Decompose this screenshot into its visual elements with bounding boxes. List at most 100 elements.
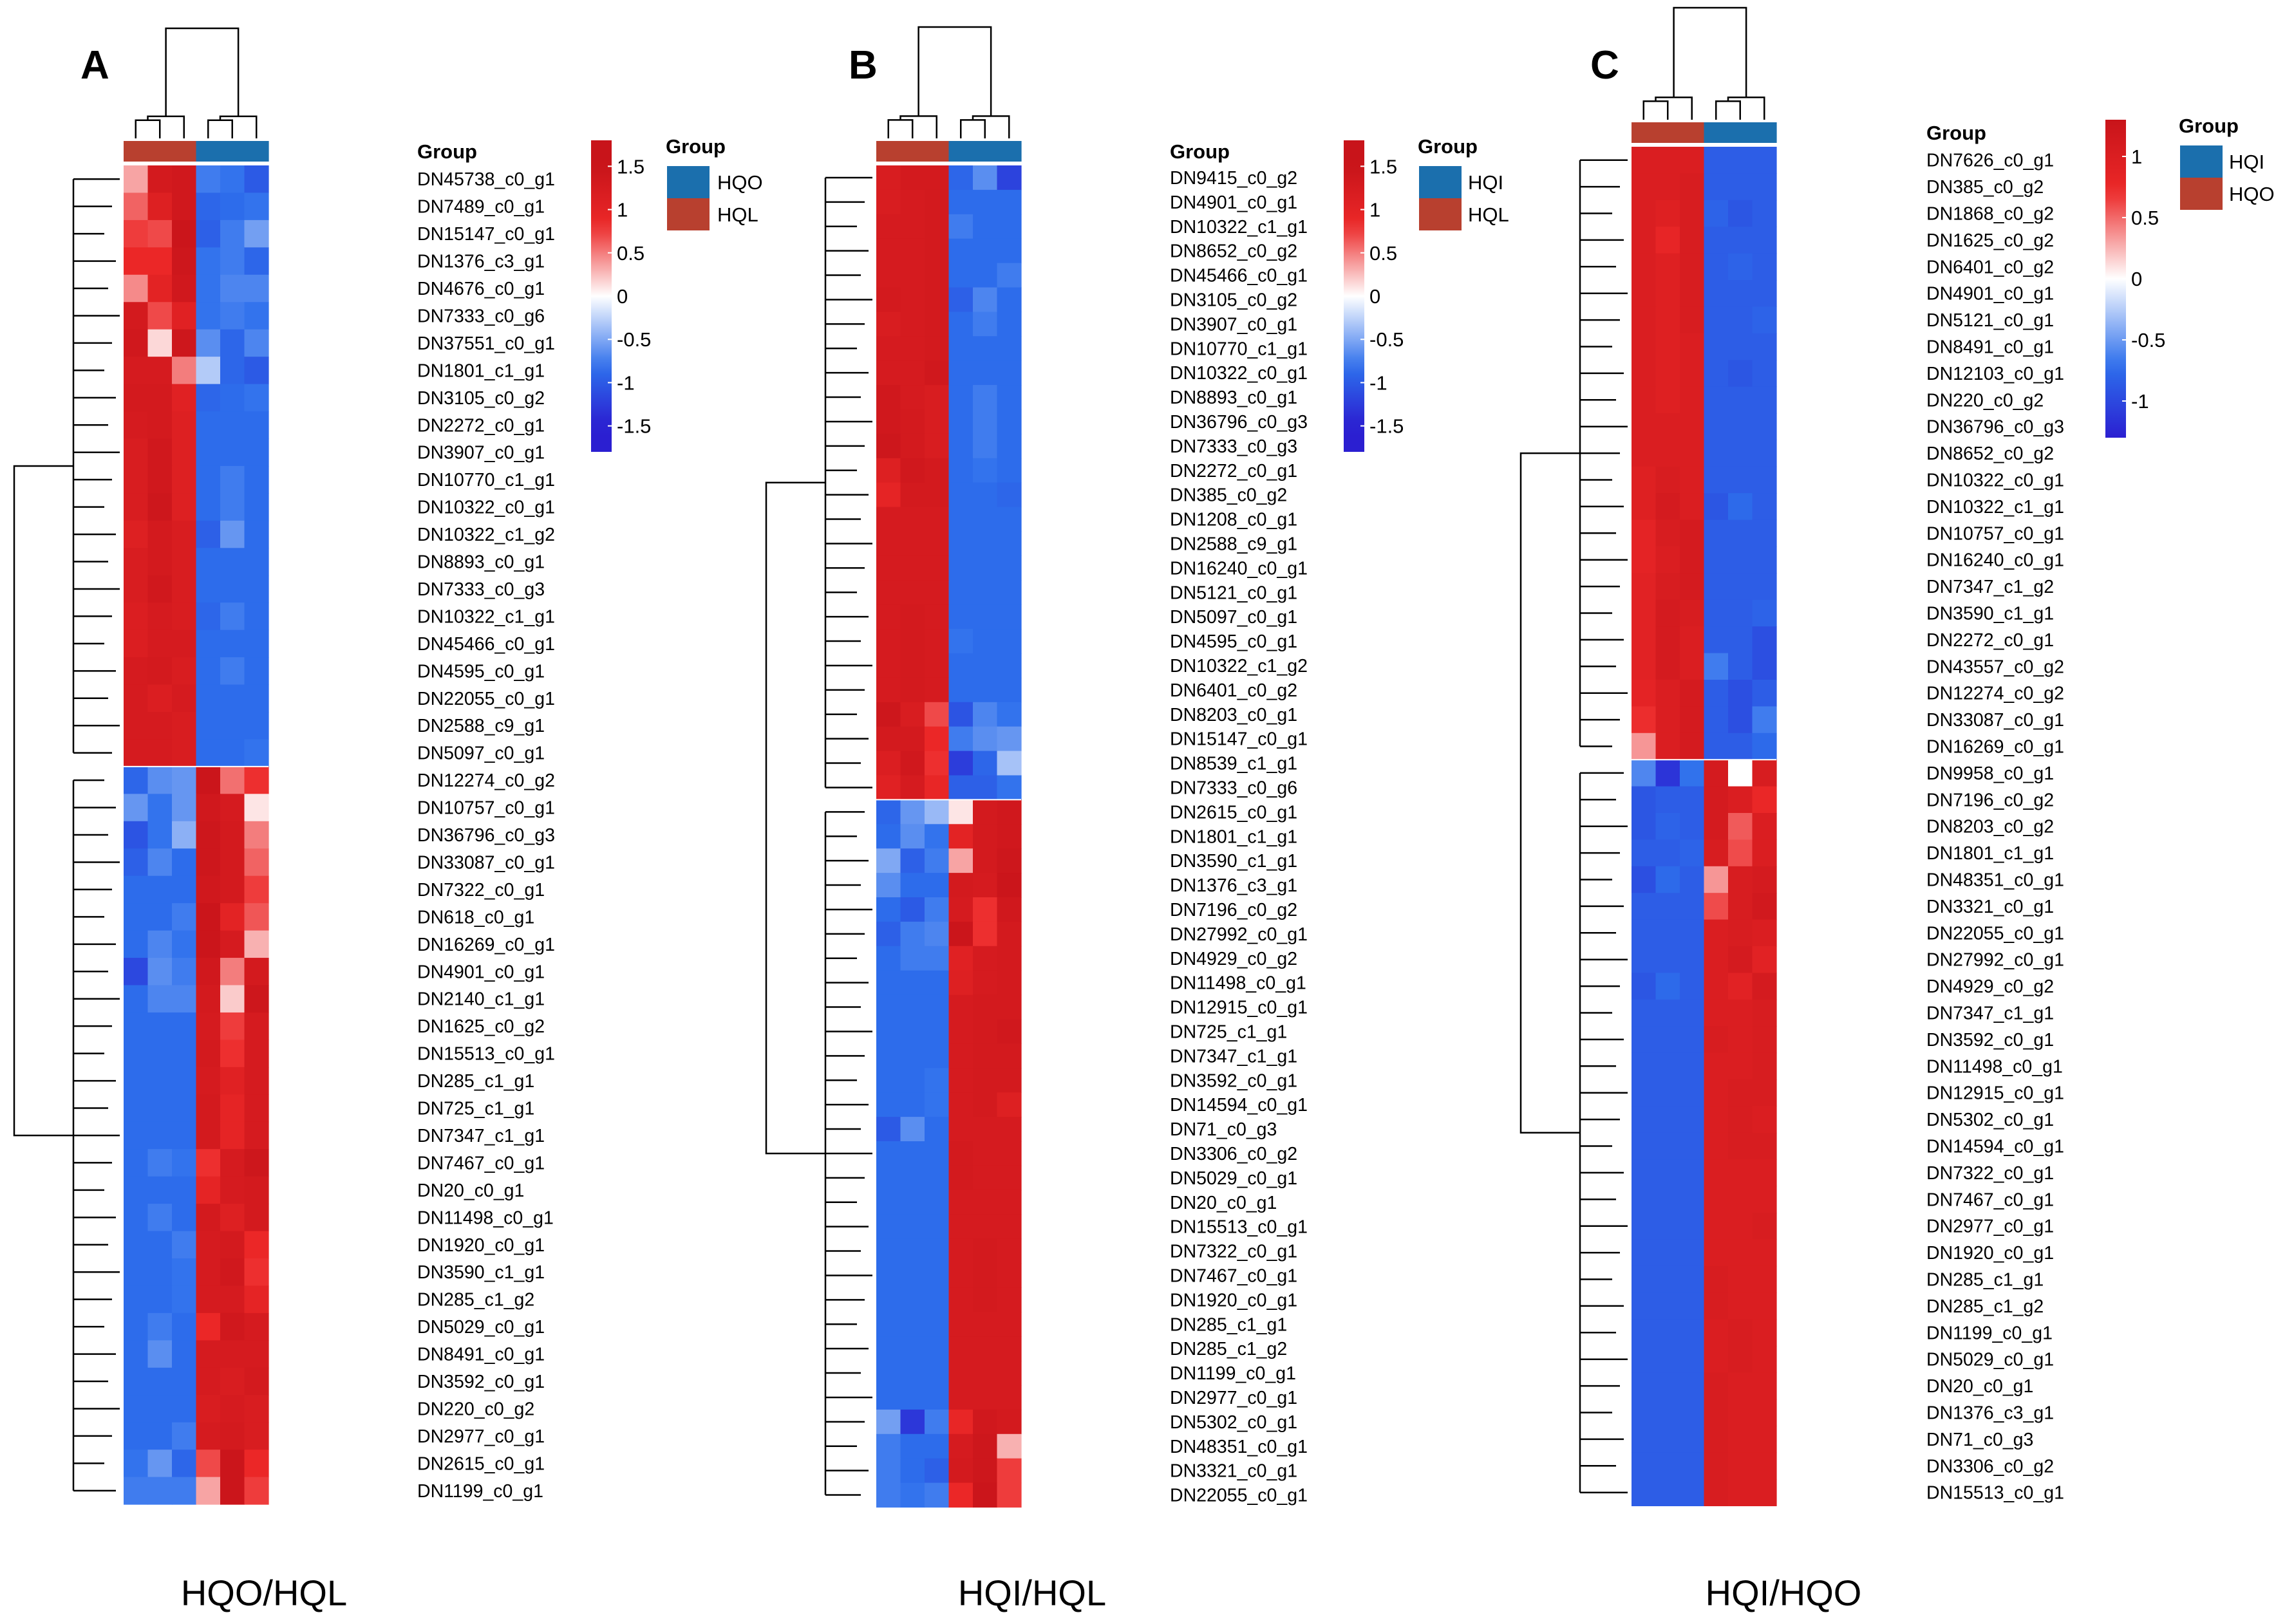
heatmap-cell (124, 520, 149, 548)
heatmap-cell (1752, 813, 1777, 840)
heatmap-cell (1728, 706, 1753, 734)
heatmap-cell (244, 1367, 269, 1395)
heatmap-cell (124, 384, 149, 412)
heatmap-cell (973, 653, 998, 678)
heatmap-cell (220, 848, 245, 877)
gene-label: DN12274_c0_g2 (1926, 684, 2064, 704)
heatmap-cell (1728, 760, 1753, 787)
gene-label: DN285_c1_g1 (1170, 1314, 1287, 1335)
heatmap-cell (172, 1422, 197, 1450)
heatmap-cell (948, 775, 973, 800)
heatmap-cell (1655, 1452, 1680, 1480)
heatmap-cell (220, 602, 245, 631)
gene-label: DN7347_c1_g1 (1170, 1046, 1297, 1067)
heatmap-cell (948, 1433, 973, 1459)
heatmap-cell (948, 507, 973, 532)
heatmap-cell (172, 192, 197, 221)
heatmap-cell (1704, 546, 1729, 574)
heatmap-cell (1704, 280, 1729, 307)
heatmap-cell (1655, 466, 1680, 494)
heatmap-cell (244, 548, 269, 576)
heatmap-cell (1728, 599, 1753, 627)
heatmap-cell (1655, 253, 1680, 281)
heatmap-cell (997, 1433, 1022, 1459)
heatmap-cell (220, 165, 245, 194)
gene-label: DN37551_c0_g1 (417, 333, 555, 354)
heatmap-cell (948, 994, 973, 1020)
dendrogram-branch (765, 481, 825, 1155)
heatmap-cell (973, 385, 998, 410)
dendrogram-branch (1715, 100, 1741, 120)
heatmap-cell (876, 751, 901, 776)
gene-label: DN5097_c0_g1 (1170, 607, 1297, 628)
heatmap-cell (997, 848, 1022, 873)
heatmap-cell (1728, 493, 1753, 521)
scale-tick-label: 0.5 (617, 242, 644, 265)
gene-label: DN8893_c0_g1 (417, 552, 545, 573)
heatmap-cell (147, 384, 173, 412)
heatmap-cell (900, 165, 925, 191)
gene-label: DN7322_c0_g1 (1170, 1242, 1297, 1262)
heatmap-cell (196, 821, 221, 849)
heatmap-cell (1632, 280, 1657, 307)
group-bar-cell (220, 141, 245, 162)
heatmap-cell (244, 1094, 269, 1123)
heatmap-cell (196, 875, 221, 904)
heatmap-cell (997, 751, 1022, 776)
heatmap-cell (900, 799, 925, 825)
heatmap-cell (1655, 546, 1680, 574)
scale-tick-label: -1.5 (617, 415, 651, 438)
gene-label: DN1868_c0_g2 (1926, 204, 2054, 225)
gene-label: DN1920_c0_g1 (417, 1235, 545, 1256)
heatmap-cell (997, 1361, 1022, 1386)
heatmap-cell (948, 677, 973, 703)
heatmap-cell (900, 360, 925, 386)
dendrogram-branch (917, 26, 992, 117)
heatmap-cell (147, 739, 173, 767)
heatmap-cell (876, 482, 901, 508)
heatmap-cell (172, 684, 197, 713)
group-bar-cell (997, 141, 1022, 162)
heatmap-cell (925, 1117, 950, 1142)
heatmap-cell (925, 824, 950, 849)
heatmap-cell (124, 575, 149, 603)
heatmap-cell (948, 1482, 973, 1508)
heatmap-cell (124, 903, 149, 931)
heatmap-cell (876, 1214, 901, 1240)
gene-label: DN285_c1_g1 (417, 1071, 534, 1092)
heatmap-cell (220, 766, 245, 794)
heatmap-cell (948, 1263, 973, 1288)
heatmap-cell (973, 1361, 998, 1386)
heatmap-cell (948, 629, 973, 654)
heatmap-cell (900, 1238, 925, 1264)
heatmap-cell (900, 653, 925, 678)
heatmap-cell (1632, 1132, 1657, 1160)
heatmap-cell (124, 684, 149, 713)
heatmap-cell (948, 653, 973, 678)
heatmap-cell (1632, 1265, 1657, 1293)
heatmap-cell (147, 329, 173, 357)
heatmap-cell (1655, 227, 1680, 254)
gene-label: DN1625_c0_g2 (417, 1016, 545, 1037)
heatmap-cell (876, 1458, 901, 1484)
heatmap-cell (1655, 573, 1680, 601)
gene-label: DN220_c0_g2 (1926, 390, 2044, 411)
gene-label: DN3321_c0_g1 (1926, 897, 2054, 917)
heatmap-cell (147, 821, 173, 849)
group-bar-cell (172, 141, 197, 162)
heatmap-cell (925, 604, 950, 630)
heatmap-cell (1632, 493, 1657, 521)
gene-label: DN7333_c0_g6 (1170, 778, 1297, 798)
heatmap-cell (1680, 1293, 1705, 1320)
heatmap-cell (876, 580, 901, 605)
heatmap-cell (147, 1094, 173, 1123)
gene-label: DN3306_c0_g2 (1926, 1456, 2054, 1477)
heatmap-cell (220, 712, 245, 740)
heatmap-cell (1632, 413, 1657, 440)
heatmap-cell (997, 580, 1022, 605)
heatmap-cell (925, 1263, 950, 1288)
heatmap-cell (147, 192, 173, 221)
heatmap-cell (1728, 1079, 1753, 1106)
heatmap-cell (220, 1422, 245, 1450)
heatmap-cell (1632, 466, 1657, 494)
